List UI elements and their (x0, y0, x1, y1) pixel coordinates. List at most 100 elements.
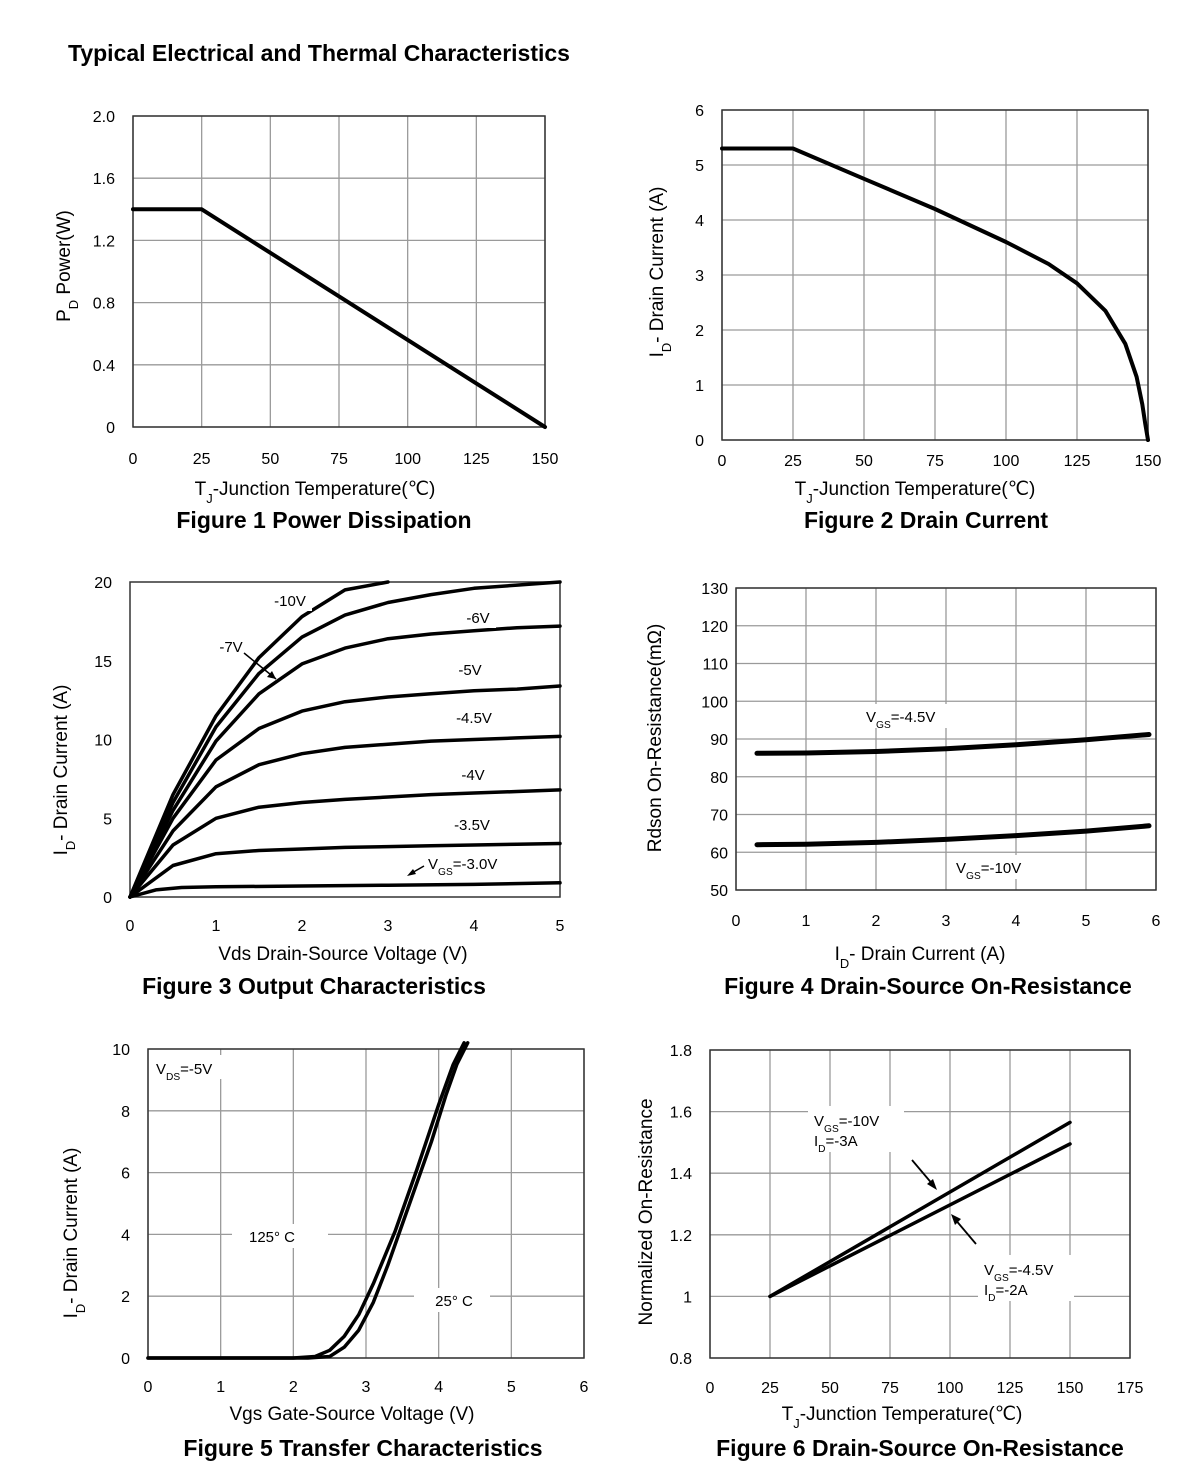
figure-3-output-characteristics: 0 1 2 3 4 5 0 5 10 15 20 Vds Drain-Source Voltage (… (0, 0, 600, 1010)
y-tick-label: 1.8 (670, 1043, 692, 1060)
y-tick-label: 10 (112, 1042, 130, 1059)
y-tick-label: 0.4 (93, 358, 115, 375)
series-line-3 (128, 624, 562, 899)
x-tick-label: 3 (942, 913, 951, 930)
figure-3-caption: Figure 3 Output Characteristics (142, 973, 486, 999)
y-tick-label: 90 (710, 732, 728, 749)
figure-6-normalized-on-resistance: 0 25 50 75 100 125 150 175 0.8 1 1.2 1.4 1.6 1.8 TJ-Ju… (600, 0, 1200, 1480)
annotation-background (213, 638, 247, 656)
x-tick-label: 125 (463, 451, 490, 468)
y-tick-label: 8 (121, 1104, 130, 1121)
plot-frame (735, 587, 1157, 891)
annotation-label: -3.5V (454, 817, 490, 834)
y-tick-label: 3 (695, 268, 704, 285)
y-tick-label: 15 (94, 654, 112, 671)
figure-5-caption: Figure 5 Transfer Characteristics (183, 1435, 543, 1461)
x-tick-label: 2 (298, 918, 307, 935)
y-tick-label: 80 (710, 770, 728, 787)
figure-3-plot: 0 1 2 3 4 5 0 5 10 15 20 Vds Drain-Source Voltage (… (51, 575, 565, 965)
x-axis-label: Vds Drain-Source Voltage (V) (218, 944, 467, 965)
annotation-background (450, 708, 498, 728)
y-tick-label: 0 (695, 433, 704, 450)
y-tick-label: 2.0 (93, 109, 115, 126)
x-tick-label: 0 (732, 913, 741, 930)
x-tick-label: 2 (289, 1379, 298, 1396)
y-tick-label: 20 (94, 575, 112, 592)
x-tick-label: 100 (394, 451, 421, 468)
annotation-arrow (953, 1217, 977, 1245)
figure-2-plot: 0 25 50 75 100 125 150 0 1 2 3 4 5 6 TJ-Junction Tempe… (647, 103, 1162, 506)
x-axis-label: Vgs Gate-Source Voltage (V) (229, 1404, 474, 1425)
y-axis-label: ID- Drain Current (A) (647, 187, 674, 358)
x-axis-label: TJ-Junction Temperature(℃) (782, 1404, 1023, 1431)
plot-frame (721, 109, 1149, 441)
x-tick-label: 5 (1082, 913, 1091, 930)
figure-2-caption: Figure 2 Drain Current (803, 507, 1049, 533)
annotation-arrowhead (267, 671, 276, 679)
y-tick-label: 100 (701, 694, 728, 711)
y-tick-label: 10 (94, 733, 112, 750)
x-tick-label: 0 (706, 1380, 715, 1397)
x-tick-label: 3 (384, 918, 393, 935)
x-tick-label: 150 (1135, 453, 1162, 470)
y-tick-label: 60 (710, 845, 728, 862)
y-axis-label: Normalized On-Resistance (636, 1098, 657, 1325)
page-title: Typical Electrical and Thermal Character… (68, 40, 570, 66)
x-tick-label: 5 (507, 1379, 516, 1396)
y-tick-label: 1.4 (670, 1166, 692, 1183)
figure-1-plot: 0 25 50 75 100 125 150 0 0.4 0.8 1.2 1.6 2.0 TJ-Junct… (54, 109, 559, 506)
x-tick-label: 6 (1152, 913, 1161, 930)
x-tick-label: 125 (1064, 453, 1091, 470)
y-tick-label: 0 (103, 890, 112, 907)
x-tick-label: 50 (855, 453, 873, 470)
x-axis-label: TJ-Junction Temperature(℃) (795, 479, 1036, 506)
annotation-label: VGS=-4.5V (984, 1262, 1053, 1284)
annotation-arrowhead (951, 1214, 961, 1225)
x-tick-label: 150 (532, 451, 559, 468)
y-tick-label: 1.2 (670, 1228, 692, 1245)
y-tick-label: 0 (121, 1351, 130, 1368)
figure-6-plot: 0 25 50 75 100 125 150 175 0.8 1 1.2 1.4 1.6 1.8 TJ-Ju… (636, 1043, 1144, 1431)
x-tick-label: 4 (470, 918, 479, 935)
y-tick-label: 0 (106, 420, 115, 437)
y-tick-label: 110 (702, 657, 728, 674)
annotation-label: -6V (466, 610, 489, 627)
plot-frame (129, 581, 561, 898)
annotation-arrowhead (927, 1179, 937, 1190)
x-tick-label: 175 (1117, 1380, 1144, 1397)
y-tick-label: 1.6 (670, 1105, 692, 1122)
plot-frame (132, 115, 546, 428)
annotation-background (150, 1055, 236, 1079)
series-line-4 (128, 684, 562, 899)
annotation-label: VGS=-4.5V (866, 709, 935, 731)
series-line-8 (128, 881, 562, 899)
annotation-background (270, 591, 312, 611)
annotation-background (952, 855, 1040, 879)
figure-4-plot: 0 1 2 3 4 5 6 50 60 70 80 90 100 110 120 130 ID- Drain C… (645, 581, 1161, 971)
figure-4-caption: Figure 4 Drain-Source On-Resistance (724, 973, 1132, 999)
series-line-1 (754, 732, 1152, 756)
series-line-1 (128, 580, 390, 899)
series-line-1 (768, 1120, 1072, 1299)
annotation-label: -4V (461, 767, 484, 784)
annotation-label: VGS=-10V (814, 1113, 879, 1135)
annotation-background (455, 765, 491, 785)
annotation-label: -5V (458, 662, 481, 679)
y-tick-label: 2 (695, 323, 704, 340)
series-line-1 (131, 207, 547, 429)
annotation-background (447, 815, 497, 835)
figure-1-power-dissipation: 0 25 50 75 100 125 150 0 0.4 0.8 1.2 1.6 2.0 TJ-Junct… (0, 0, 600, 540)
figure-6-caption: Figure 6 Drain-Source On-Resistance (716, 1435, 1124, 1461)
annotation-label: 25° C (435, 1293, 473, 1310)
y-tick-label: 4 (121, 1227, 130, 1244)
series-line-2 (768, 1142, 1072, 1299)
plot-frame (147, 1048, 585, 1359)
x-tick-label: 0 (126, 918, 135, 935)
figure-4-on-resistance-vs-current: 0 1 2 3 4 5 6 50 60 70 80 90 100 110 120 130 ID- Drain C… (600, 0, 1200, 1010)
y-tick-label: 6 (121, 1166, 130, 1183)
x-tick-label: 25 (761, 1380, 779, 1397)
y-tick-label: 1 (695, 378, 704, 395)
y-axis-label: ID- Drain Current (A) (51, 685, 78, 856)
series-line-1 (720, 146, 1150, 442)
annotation-background (978, 1255, 1074, 1301)
